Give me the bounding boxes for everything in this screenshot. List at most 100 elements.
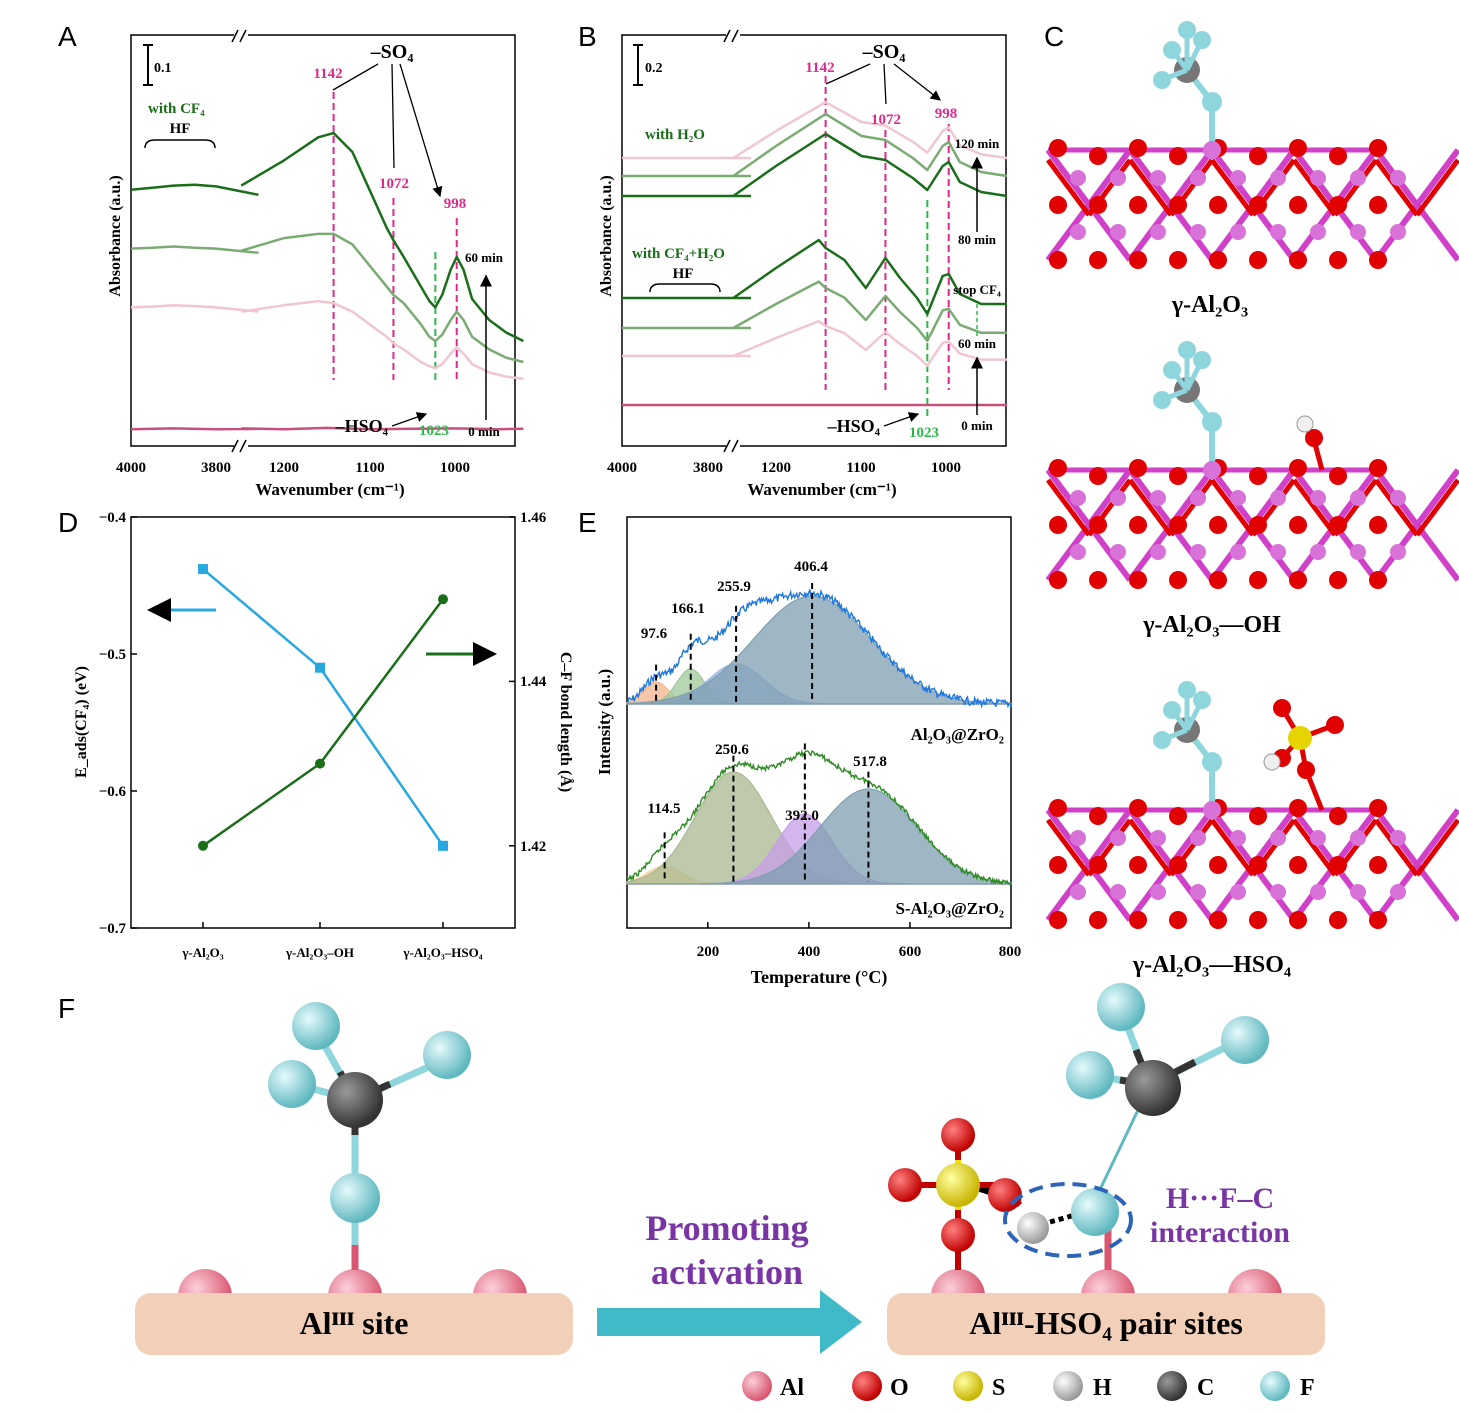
slab-o-atom xyxy=(1249,147,1267,165)
slab-al-atom xyxy=(1390,544,1406,560)
slab-bond xyxy=(1373,468,1459,582)
slab-o-atom xyxy=(1289,571,1307,589)
slab-al2o3 xyxy=(1045,21,1459,269)
d-point-cf-0 xyxy=(198,840,208,851)
hso4-s-atom xyxy=(1288,726,1312,750)
panel-label-c: C xyxy=(1044,21,1064,52)
arrow-text-1: Promoting xyxy=(645,1208,808,1248)
svg-text:0.2: 0.2 xyxy=(645,61,663,76)
slab-o-atom xyxy=(1089,807,1107,825)
a-time-0: 0 min xyxy=(468,424,500,439)
slab-o-atom xyxy=(1329,251,1347,269)
legend-s-icon xyxy=(953,1371,983,1401)
slab-o-atom xyxy=(1289,139,1307,157)
slab-al-atom xyxy=(1230,544,1246,560)
d-point-eads-1 xyxy=(315,662,325,673)
b-series-0 xyxy=(622,100,1008,160)
slab-o-atom xyxy=(1049,856,1067,874)
svg-text:1200: 1200 xyxy=(761,460,791,476)
hso4-o-atom xyxy=(1273,699,1291,717)
b-ylabel: Absorbance (a.u.) xyxy=(598,175,615,296)
d-ylabel-right: C–F bond length (Å) xyxy=(557,652,575,792)
panel-label-a: A xyxy=(58,21,77,52)
svg-text:0.1: 0.1 xyxy=(154,61,172,76)
panel-d-plot xyxy=(131,516,515,929)
slab-al-atom xyxy=(1070,544,1086,560)
d-point-eads-0 xyxy=(198,564,208,575)
slab-o-atom xyxy=(1129,911,1147,929)
slab-al-atom xyxy=(1190,490,1206,506)
svg-text:H: H xyxy=(1093,1375,1112,1401)
a-xtick-1100: 1100 xyxy=(355,460,384,476)
a-time-60: 60 min xyxy=(465,250,504,265)
panel-a-xticks: 4000 3800 1200 1100 1000 xyxy=(116,460,470,476)
a-xtick-4000: 4000 xyxy=(116,460,146,476)
slab-o-atom xyxy=(1169,467,1187,485)
b-with-h2o: with H₂O xyxy=(645,127,705,143)
right-site-bar xyxy=(887,1293,1325,1355)
slab-o-atom xyxy=(1049,196,1067,214)
slab-o-atom xyxy=(1129,459,1147,477)
svg-text:γ-Al₂O₃–HSO₄: γ-Al₂O₃–HSO₄ xyxy=(402,945,482,960)
label-al2o3-hso4: γ-Al₂O₃—HSO₄ xyxy=(1132,952,1291,978)
scheme-left xyxy=(135,1002,573,1355)
d-xticks: γ-Al₂O₃ γ-Al₂O₃–OH γ-Al₂O₃–HSO₄ xyxy=(181,945,482,960)
e-peak-labels-bottom: 114.5 250.6 392.0 517.8 xyxy=(648,742,887,824)
slab-al-atom xyxy=(1310,544,1326,560)
slab-o-atom xyxy=(1369,139,1387,157)
svg-text:998: 998 xyxy=(444,196,467,212)
f-atom xyxy=(1163,701,1181,719)
b-series-4 xyxy=(622,280,1007,343)
slab-o-atom xyxy=(1209,911,1227,929)
atom-legend: Al O S H C F xyxy=(742,1371,1315,1401)
slab-o-atom xyxy=(1089,911,1107,929)
slab-o-atom xyxy=(1129,516,1147,534)
slab-o-atom xyxy=(1369,571,1387,589)
slab-al-atom xyxy=(1110,884,1126,900)
a-hf-brace xyxy=(144,139,216,149)
svg-text:1023: 1023 xyxy=(419,423,449,439)
svg-text:517.8: 517.8 xyxy=(853,754,887,770)
panel-label-d: D xyxy=(58,507,78,538)
slab-al-atom xyxy=(1270,544,1286,560)
slab-al-atom xyxy=(1390,224,1406,240)
oh-o-atom xyxy=(1305,429,1323,447)
slab-o-atom xyxy=(1369,459,1387,477)
slab-al-atom xyxy=(1350,490,1366,506)
slab-o-atom xyxy=(1289,251,1307,269)
slab-o-atom xyxy=(1169,807,1187,825)
slab-bond xyxy=(1373,148,1459,262)
panel-b-xticks: 4000 3800 1200 1100 1000 xyxy=(607,460,961,476)
e-series-bottom-label: S-Al₂O₃@ZrO₂ xyxy=(895,899,1004,918)
d-line-eads xyxy=(202,568,445,847)
legend-c-icon xyxy=(1157,1371,1187,1401)
svg-text:F: F xyxy=(1300,1375,1315,1401)
left-site-bar xyxy=(135,1293,573,1355)
slab-o-atom xyxy=(1129,196,1147,214)
f-atom xyxy=(1193,351,1211,369)
slab-al-atom xyxy=(1110,830,1126,846)
d-yticks-right: 1.46 1.44 1.42 xyxy=(520,510,547,855)
slab-o-atom xyxy=(1249,467,1267,485)
svg-text:−0.4: −0.4 xyxy=(99,510,127,526)
slab-o-atom xyxy=(1249,516,1267,534)
a-hf-label: HF xyxy=(170,121,191,137)
svg-text:0 min: 0 min xyxy=(961,418,993,433)
slab-o-atom xyxy=(1089,571,1107,589)
slab-o-atom xyxy=(1369,856,1387,874)
slab-al-atom xyxy=(1350,224,1366,240)
slab-o-atom xyxy=(1089,856,1107,874)
oh-h-atom xyxy=(1296,415,1314,433)
svg-text:−0.5: −0.5 xyxy=(99,647,126,663)
slab-al-atom xyxy=(1390,884,1406,900)
f-atom xyxy=(1163,41,1181,59)
slab-al-atom xyxy=(1150,490,1166,506)
slab-o-atom xyxy=(1329,147,1347,165)
slab-al-atom xyxy=(1350,884,1366,900)
slab-o-atom xyxy=(1209,856,1227,874)
slab-al-atom xyxy=(1310,170,1326,186)
svg-text:250.6: 250.6 xyxy=(715,742,749,758)
panel-label-e: E xyxy=(578,507,597,538)
b-markers: 1142 1072 998 1023 xyxy=(805,60,957,441)
slab-al-atom xyxy=(1270,170,1286,186)
